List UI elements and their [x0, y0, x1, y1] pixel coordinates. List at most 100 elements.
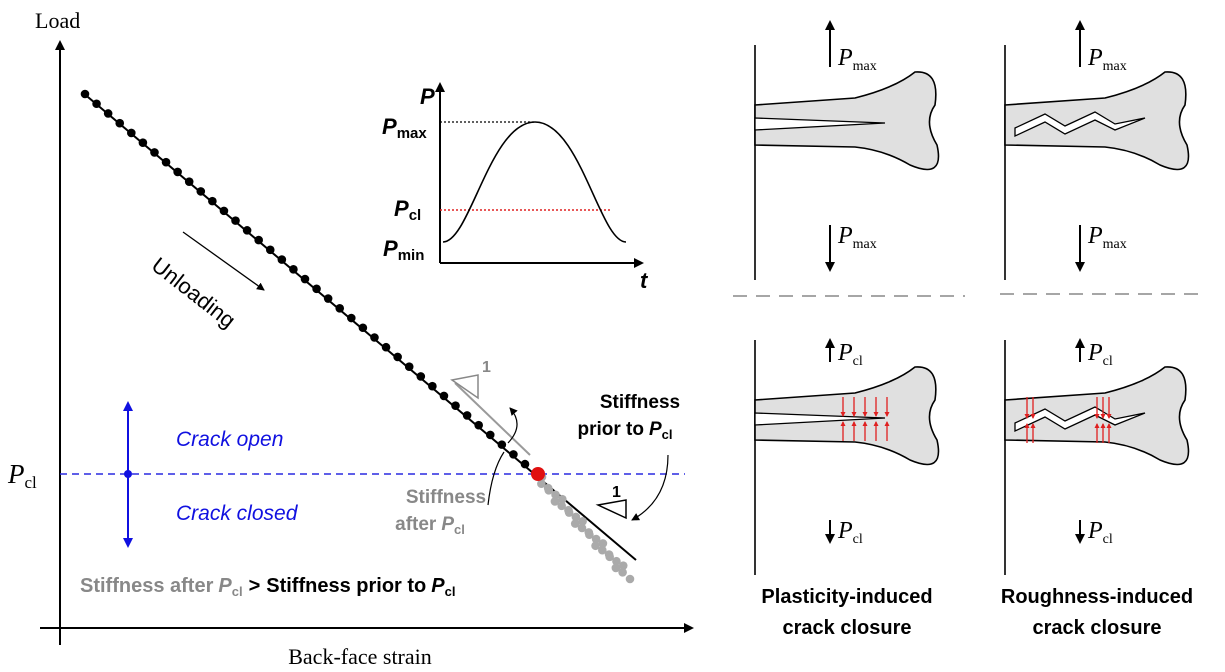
symbol: P: [837, 518, 853, 544]
point: [404, 362, 414, 372]
point: [312, 284, 321, 294]
load-label: Pmax: [1087, 45, 1127, 74]
specimen-body: [754, 71, 940, 171]
point: [150, 148, 159, 157]
after-arrow: [507, 407, 518, 444]
point: [550, 497, 560, 506]
line: Stiffness: [600, 392, 680, 413]
subscript: cl: [853, 532, 863, 547]
point: [570, 519, 580, 528]
point: [584, 528, 594, 537]
crack: [754, 117, 886, 131]
symbol: P: [837, 340, 853, 366]
x-axis-label: Back-face strain: [288, 644, 432, 669]
load-label: Pcl: [837, 518, 863, 547]
crack: [1014, 406, 1146, 433]
point: [591, 534, 601, 544]
caption: Roughness-induced: [1001, 586, 1193, 608]
point: [92, 99, 101, 109]
point: [611, 563, 621, 573]
symbol: P: [218, 575, 232, 597]
point: [598, 545, 607, 555]
prior-arrow: [631, 454, 669, 521]
point: [80, 89, 90, 99]
load-label: Pmax: [1087, 223, 1127, 252]
point: [571, 512, 581, 522]
pcl-label: Pcl: [7, 459, 37, 492]
point: [173, 167, 182, 177]
crack: [754, 412, 886, 426]
point: [265, 245, 275, 255]
subscript: cl: [454, 522, 465, 537]
slope-triangle-gray: [450, 374, 479, 400]
point: [618, 561, 628, 570]
subscript: cl: [853, 354, 863, 369]
subscript: max: [1103, 237, 1127, 252]
point: [254, 235, 263, 245]
point: [127, 128, 136, 138]
subscript: cl: [232, 584, 243, 599]
point: [347, 313, 356, 323]
line: after: [395, 514, 437, 535]
subscript: cl: [445, 584, 456, 599]
point: [537, 479, 546, 488]
comparison: Stiffness after Pcl > Stiffness prior to Pcl: [80, 575, 455, 599]
symbol: P: [1087, 45, 1103, 71]
point: [474, 420, 483, 430]
point: [277, 255, 287, 264]
subscript: cl: [25, 473, 38, 492]
data-points: [80, 89, 635, 584]
crack-open-label: Crack open: [176, 428, 283, 451]
load-label: Pcl: [1087, 340, 1113, 369]
point: [462, 411, 472, 420]
operator: >: [249, 575, 261, 597]
subscript: min: [398, 247, 425, 264]
point: [558, 494, 567, 504]
symbol: P: [383, 236, 398, 261]
symbol: P: [7, 459, 25, 489]
symbol: P: [1087, 340, 1103, 366]
point: [300, 274, 310, 284]
part: Stiffness prior to: [266, 575, 426, 597]
point: [564, 505, 573, 515]
symbol: P: [382, 114, 397, 139]
point: [208, 196, 217, 206]
caption: crack closure: [1033, 617, 1162, 639]
point: [604, 550, 614, 559]
load-label: Pcl: [1087, 518, 1113, 547]
symbol: P: [1087, 223, 1103, 249]
subscript: max: [397, 125, 428, 142]
point: [451, 401, 460, 410]
symbol: P: [1087, 518, 1103, 544]
symbol: P: [431, 575, 445, 597]
subscript: cl: [409, 207, 422, 224]
point: [196, 187, 206, 196]
unloading-arrow: [182, 231, 265, 291]
pmax-label: Pmax: [382, 114, 427, 142]
stiffness-after-line: [454, 382, 531, 456]
point: [289, 265, 298, 274]
point: [242, 226, 252, 235]
subscript: cl: [1103, 532, 1113, 547]
caption: crack closure: [783, 617, 912, 639]
point: [416, 372, 426, 381]
slope-label-black: 1: [612, 484, 621, 501]
point: [138, 138, 148, 147]
y-axis-label: Load: [35, 8, 80, 33]
symbol: P: [837, 45, 853, 71]
load-label: Pcl: [837, 340, 863, 369]
point: [578, 517, 587, 526]
crack-closed-label: Crack closed: [176, 502, 299, 525]
load-label: Pmax: [837, 223, 877, 252]
point: [612, 556, 621, 566]
inset-x-label: t: [640, 268, 649, 293]
point: [231, 216, 240, 225]
point: [543, 483, 553, 493]
line: Stiffness: [406, 487, 486, 508]
point: [551, 490, 560, 500]
point: [557, 501, 566, 511]
closure-point: [531, 467, 545, 481]
pmin-label: Pmin: [383, 236, 424, 264]
